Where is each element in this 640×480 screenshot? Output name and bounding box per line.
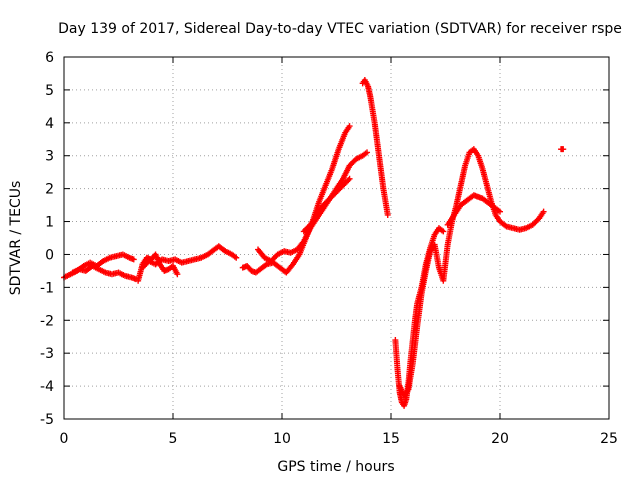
data-point <box>497 208 503 215</box>
y-tick-label: -2 <box>40 313 54 329</box>
series-branch-h <box>359 77 391 218</box>
x-tick-labels: 0 5 10 15 20 25 <box>60 431 618 447</box>
x-axis-label: GPS time / hours <box>277 459 394 475</box>
x-tick-label: 0 <box>60 431 69 447</box>
series-branch-k <box>444 192 503 228</box>
data-point <box>560 146 567 153</box>
data-point <box>130 256 137 263</box>
y-axis-label: SDTVAR / TECUs <box>8 181 24 296</box>
y-tick-label: 0 <box>45 247 54 263</box>
series-branch-d <box>139 243 240 271</box>
series-branch-e <box>239 123 353 276</box>
series-branch-f <box>255 149 371 265</box>
y-tick-label: 3 <box>45 149 54 165</box>
y-tick-label: 1 <box>45 215 54 231</box>
data-point <box>233 254 240 261</box>
data-point <box>540 208 547 215</box>
y-tick-labels: -5 -4 -3 -2 -1 0 1 2 3 4 5 6 <box>40 50 54 428</box>
x-tick-label: 10 <box>273 431 291 447</box>
y-tick-label: 2 <box>45 182 54 198</box>
y-tick-label: 6 <box>45 50 54 66</box>
x-tick-label: 5 <box>169 431 178 447</box>
y-tick-label: -1 <box>40 280 54 296</box>
series-branch-l <box>558 146 567 153</box>
y-tick-label: 5 <box>45 83 54 99</box>
data-point <box>364 149 371 156</box>
data-point <box>346 175 353 182</box>
y-tick-label: 4 <box>45 116 54 132</box>
data-point <box>440 228 447 235</box>
x-tick-label: 20 <box>491 431 509 447</box>
data-points <box>61 77 567 409</box>
y-tick-label: -3 <box>40 346 54 362</box>
axis-ticks <box>63 56 610 420</box>
grid <box>64 57 609 419</box>
chart-title: Day 139 of 2017, Sidereal Day-to-day VTE… <box>58 21 622 37</box>
series-branch-g <box>300 175 353 235</box>
series-branch-b <box>69 262 139 283</box>
series-branch-j <box>396 146 547 399</box>
y-tick-label: -5 <box>40 412 54 428</box>
x-tick-label: 25 <box>600 431 618 447</box>
data-point <box>174 271 181 278</box>
data-point <box>384 211 391 218</box>
y-tick-label: -4 <box>40 379 54 395</box>
x-tick-label: 15 <box>382 431 400 447</box>
plot-frame <box>63 56 610 420</box>
data-point <box>346 123 353 130</box>
